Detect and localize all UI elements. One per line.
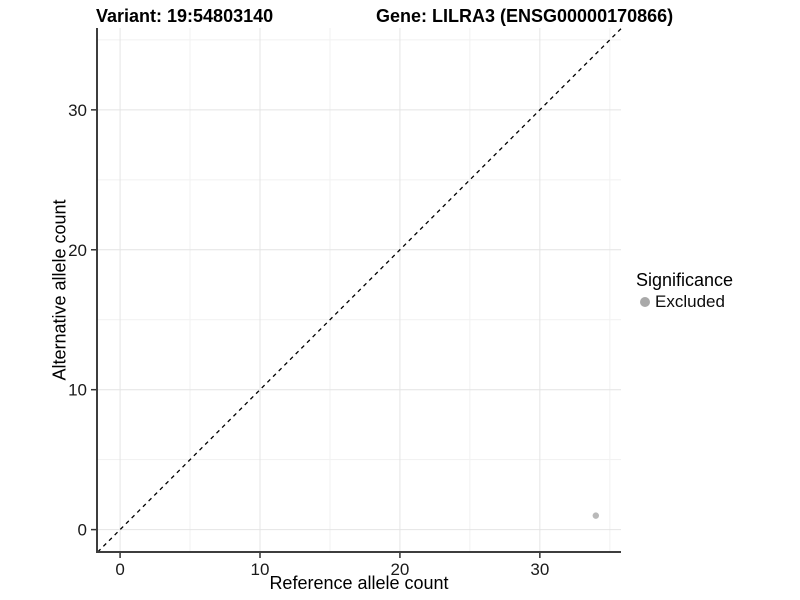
excluded-point-icon — [640, 296, 650, 307]
y-tick-label: 0 — [78, 521, 87, 540]
x-tick-label: 20 — [390, 560, 409, 579]
x-axis-title: Reference allele count — [269, 573, 449, 593]
legend: Significance Excluded — [636, 270, 800, 311]
x-tick-label: 10 — [251, 560, 270, 579]
plot-title-gene: Gene: LILRA3 (ENSG00000170866) — [376, 6, 674, 26]
y-tick-label: 30 — [68, 101, 87, 120]
plot-title-variant: Variant: 19:54803140 — [96, 6, 274, 26]
data-point — [592, 512, 600, 519]
legend-item-excluded: Excluded — [636, 292, 800, 311]
y-tick-label: 20 — [68, 241, 87, 260]
x-tick-label: 0 — [115, 560, 124, 579]
legend-item-label: Excluded — [655, 292, 725, 311]
y-axis-title: Alternative allele count — [49, 199, 70, 381]
y-tick-label: 10 — [68, 381, 87, 400]
legend-title: Significance — [636, 270, 734, 290]
x-tick-label: 30 — [530, 560, 549, 579]
identity-line — [97, 28, 622, 553]
